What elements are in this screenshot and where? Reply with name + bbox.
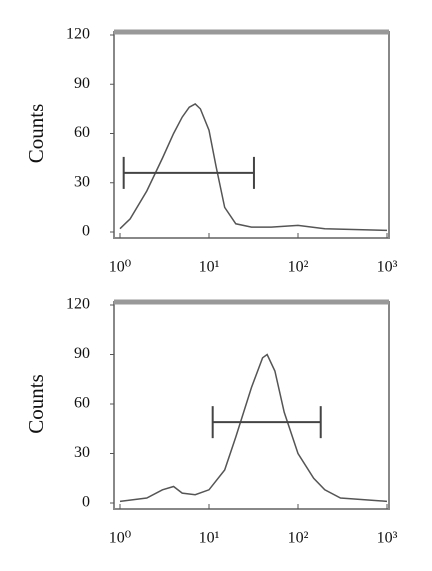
y-axis-label: Counts	[24, 374, 48, 434]
y-axis-label: Counts	[24, 104, 48, 164]
x-tick-label: 10¹	[199, 530, 220, 547]
y-tick-label: 0	[82, 494, 90, 511]
y-tick-label: 60	[74, 124, 90, 141]
y-tick-label: 30	[74, 444, 90, 461]
y-tick-label: 30	[74, 173, 90, 190]
plot-frame	[113, 301, 390, 510]
histogram-line	[119, 103, 388, 232]
y-tick-label: 90	[74, 345, 90, 362]
x-tick-label: 10⁰	[109, 530, 131, 547]
x-tick-label: 10³	[377, 530, 398, 547]
x-tick-label: 10²	[288, 530, 309, 547]
y-tick-label: 90	[74, 75, 90, 92]
y-tick-label: 120	[66, 296, 90, 313]
histogram-line	[119, 353, 388, 503]
plot-frame	[113, 31, 390, 239]
x-tick-label: 10¹	[199, 259, 220, 276]
x-tick-label: 10²	[288, 259, 309, 276]
y-tick-label: 60	[74, 395, 90, 412]
y-tick-label: 120	[66, 26, 90, 43]
x-tick-label: 10³	[377, 259, 398, 276]
x-tick-label: 10⁰	[109, 259, 131, 276]
y-tick-label: 0	[82, 223, 90, 240]
